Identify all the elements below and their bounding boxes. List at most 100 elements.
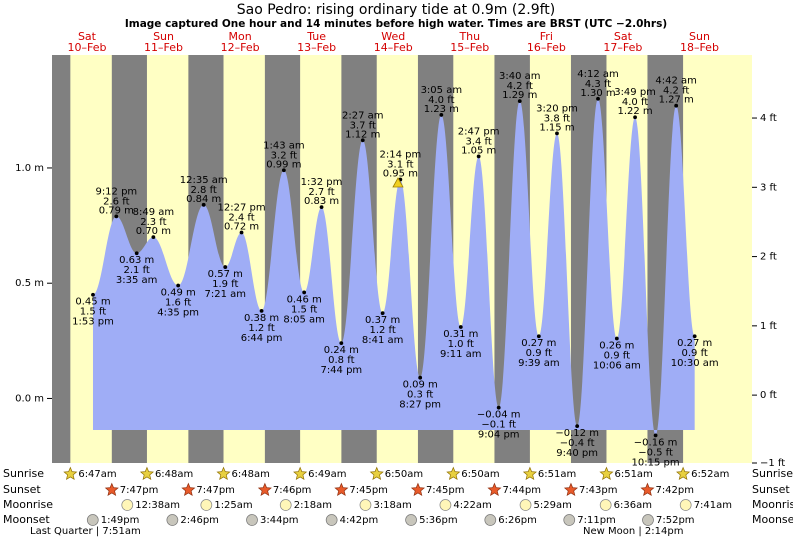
tide-point bbox=[176, 283, 181, 288]
tide-point bbox=[114, 214, 119, 219]
tide-label: 2.3 ft bbox=[140, 217, 166, 228]
row-label: Sunrise bbox=[752, 467, 793, 480]
tide-label: 9:04 pm bbox=[478, 430, 520, 441]
moonrise-icon bbox=[359, 499, 372, 511]
moonrise-time: 1:25am bbox=[214, 500, 252, 511]
sunset-icon bbox=[487, 482, 502, 496]
tide-label: −0.04 m bbox=[477, 410, 521, 421]
sunset-time: 7:47pm bbox=[196, 485, 235, 496]
moonrise-time: 7:41am bbox=[694, 500, 732, 511]
moonrise-icon bbox=[439, 499, 452, 511]
row-label: Sunrise bbox=[3, 467, 44, 480]
tide-label: 0.95 m bbox=[383, 168, 418, 179]
y2-tick-label: 0 ft bbox=[760, 390, 777, 401]
sunrise-icon bbox=[676, 466, 691, 480]
tide-label: 0.24 m bbox=[324, 345, 359, 356]
row-label: Moonrise bbox=[3, 498, 53, 511]
day-date: 14–Feb bbox=[374, 41, 413, 54]
tide-label: 9:11 am bbox=[440, 349, 482, 360]
tide-label: 2.6 ft bbox=[103, 196, 129, 207]
tide-point bbox=[439, 113, 444, 117]
tide-label: 4:42 am bbox=[655, 76, 697, 87]
tide-label: 0.8 ft bbox=[328, 355, 354, 366]
tide-point bbox=[692, 334, 697, 339]
tide-label: 6:44 pm bbox=[241, 333, 283, 344]
tide-label: 1.05 m bbox=[461, 145, 496, 156]
day-date: 11–Feb bbox=[144, 41, 183, 54]
sunset-time: 7:47pm bbox=[120, 485, 159, 496]
row-label: Moonrise bbox=[752, 498, 793, 511]
tide-label: 3:40 am bbox=[499, 71, 541, 82]
row-label: Sunset bbox=[752, 483, 790, 496]
sunrise-icon bbox=[599, 466, 614, 480]
y2-tick-label: 2 ft bbox=[760, 252, 777, 263]
tide-label: 7:21 am bbox=[205, 289, 247, 300]
sunrise-icon bbox=[63, 466, 78, 480]
day-name: Wed bbox=[381, 30, 405, 43]
y2-tick-label: 1 ft bbox=[760, 321, 777, 332]
tide-label: 4.3 ft bbox=[585, 79, 611, 90]
tide-point bbox=[674, 103, 679, 108]
sunset-icon bbox=[410, 482, 425, 496]
tide-label: 0.46 m bbox=[287, 294, 322, 305]
tide-label: 0.99 m bbox=[266, 159, 301, 170]
tide-label: 1.15 m bbox=[539, 122, 574, 133]
plot: 0.45 m1.5 ft1:53 pm9:12 pm2.6 ft0.79 m0.… bbox=[72, 69, 718, 469]
row-label: Sunset bbox=[3, 483, 41, 496]
moonset-icon bbox=[166, 514, 179, 526]
tide-label: −0.1 ft bbox=[481, 420, 516, 431]
day-date: 16–Feb bbox=[527, 41, 566, 54]
moonrise-icon bbox=[200, 499, 213, 511]
tide-point bbox=[134, 251, 139, 256]
tide-label: 3.7 ft bbox=[350, 120, 376, 131]
tide-label: 4.0 ft bbox=[428, 95, 454, 106]
tide-label: 0.38 m bbox=[244, 313, 279, 324]
tide-label: 1.5 ft bbox=[291, 304, 317, 315]
moonrise-time: 2:18am bbox=[294, 500, 332, 511]
sunset-icon bbox=[563, 482, 579, 496]
tide-point bbox=[302, 290, 307, 295]
tide-label: 0.84 m bbox=[186, 194, 221, 205]
tide-label: 0.70 m bbox=[136, 226, 171, 237]
day-date: 13–Feb bbox=[297, 41, 336, 54]
moonset-icon bbox=[86, 514, 99, 526]
tide-label: 9:40 pm bbox=[556, 448, 598, 459]
tide-point bbox=[418, 375, 423, 380]
tide-label: 12:27 pm bbox=[217, 202, 265, 213]
tide-label: 0.09 m bbox=[403, 380, 438, 391]
tide-label: 9:12 pm bbox=[95, 186, 137, 197]
day-name: Sun bbox=[689, 30, 710, 43]
tide-label: 10:06 am bbox=[593, 361, 641, 372]
tide-point bbox=[239, 230, 244, 235]
sunrise-time: 6:49am bbox=[308, 469, 346, 480]
tide-label: 8:05 am bbox=[283, 314, 325, 325]
sunset-time: 7:42pm bbox=[655, 485, 694, 496]
tide-label: 1.29 m bbox=[502, 90, 537, 101]
y-tick-label: 0.0 m bbox=[15, 393, 44, 404]
tide-point bbox=[653, 433, 658, 438]
tide-label: 1.30 m bbox=[580, 88, 615, 99]
sunset-time: 7:46pm bbox=[273, 485, 312, 496]
tide-label: 0.57 m bbox=[208, 269, 243, 280]
tide-label: −0.5 ft bbox=[638, 447, 673, 458]
tide-label: 1.0 ft bbox=[448, 339, 474, 350]
chart-title: Sao Pedro: rising ordinary tide at 0.9m … bbox=[237, 2, 556, 18]
moonset-time: 4:42pm bbox=[340, 515, 379, 526]
tide-point bbox=[380, 311, 385, 316]
tide-point bbox=[555, 131, 559, 136]
sunrise-time: 6:52am bbox=[691, 469, 729, 480]
now-marker bbox=[392, 177, 404, 188]
tide-label: 3.8 ft bbox=[544, 113, 570, 124]
tide-area bbox=[92, 98, 695, 436]
tide-point bbox=[360, 138, 365, 143]
sunrise-icon bbox=[139, 466, 155, 480]
tide-label: 1.12 m bbox=[345, 129, 380, 140]
tide-label: 1.9 ft bbox=[212, 279, 238, 290]
tide-label: 2.8 ft bbox=[191, 185, 217, 196]
tide-label: 0.9 ft bbox=[526, 348, 552, 359]
moonset-icon bbox=[405, 514, 417, 526]
tide-label: 0.49 m bbox=[161, 288, 196, 299]
moonset-time: 6:26pm bbox=[498, 515, 537, 526]
tide-point bbox=[517, 99, 522, 104]
